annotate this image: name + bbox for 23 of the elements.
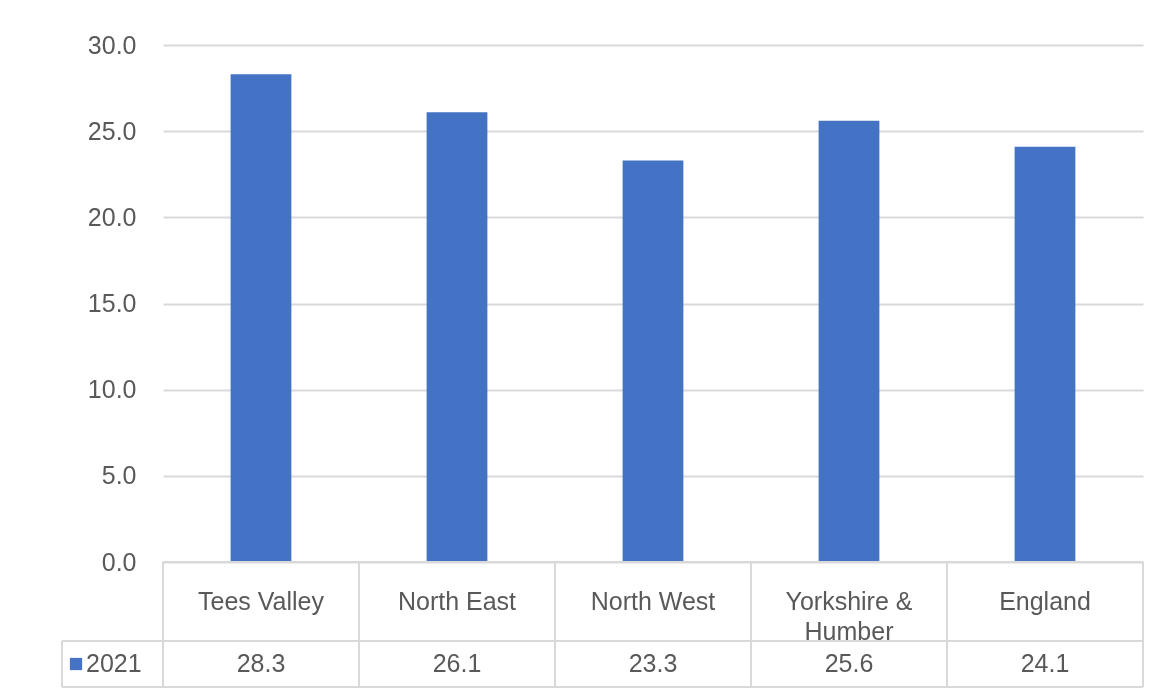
data-label: 24.1 <box>1020 649 1070 677</box>
x-tick-label: North East <box>397 586 517 615</box>
y-tick-label: 0.0 <box>101 547 137 576</box>
y-tick-label: 15.0 <box>87 289 137 317</box>
data-label: 26.1 <box>432 649 482 677</box>
bar <box>230 74 292 562</box>
bar <box>426 112 488 562</box>
y-tick-label: 10.0 <box>87 375 137 404</box>
bar <box>1014 146 1076 562</box>
x-tick-label: Tees Valley <box>198 586 325 615</box>
data-label: 28.3 <box>236 649 286 677</box>
y-tick-label: 5.0 <box>101 461 137 490</box>
bar <box>622 160 684 562</box>
y-tick-label: 20.0 <box>87 202 137 231</box>
y-tick-label: 30.0 <box>87 30 137 59</box>
legend-label: 2021 <box>86 649 142 677</box>
data-label: 23.3 <box>628 649 678 677</box>
x-tick-label: North West <box>590 586 716 615</box>
x-tick-label: England <box>999 586 1091 615</box>
y-tick-label: 25.0 <box>87 116 137 145</box>
bar <box>818 120 880 562</box>
data-label: 25.6 <box>824 649 874 677</box>
x-tick-label: Yorkshire & Humber <box>785 586 913 645</box>
